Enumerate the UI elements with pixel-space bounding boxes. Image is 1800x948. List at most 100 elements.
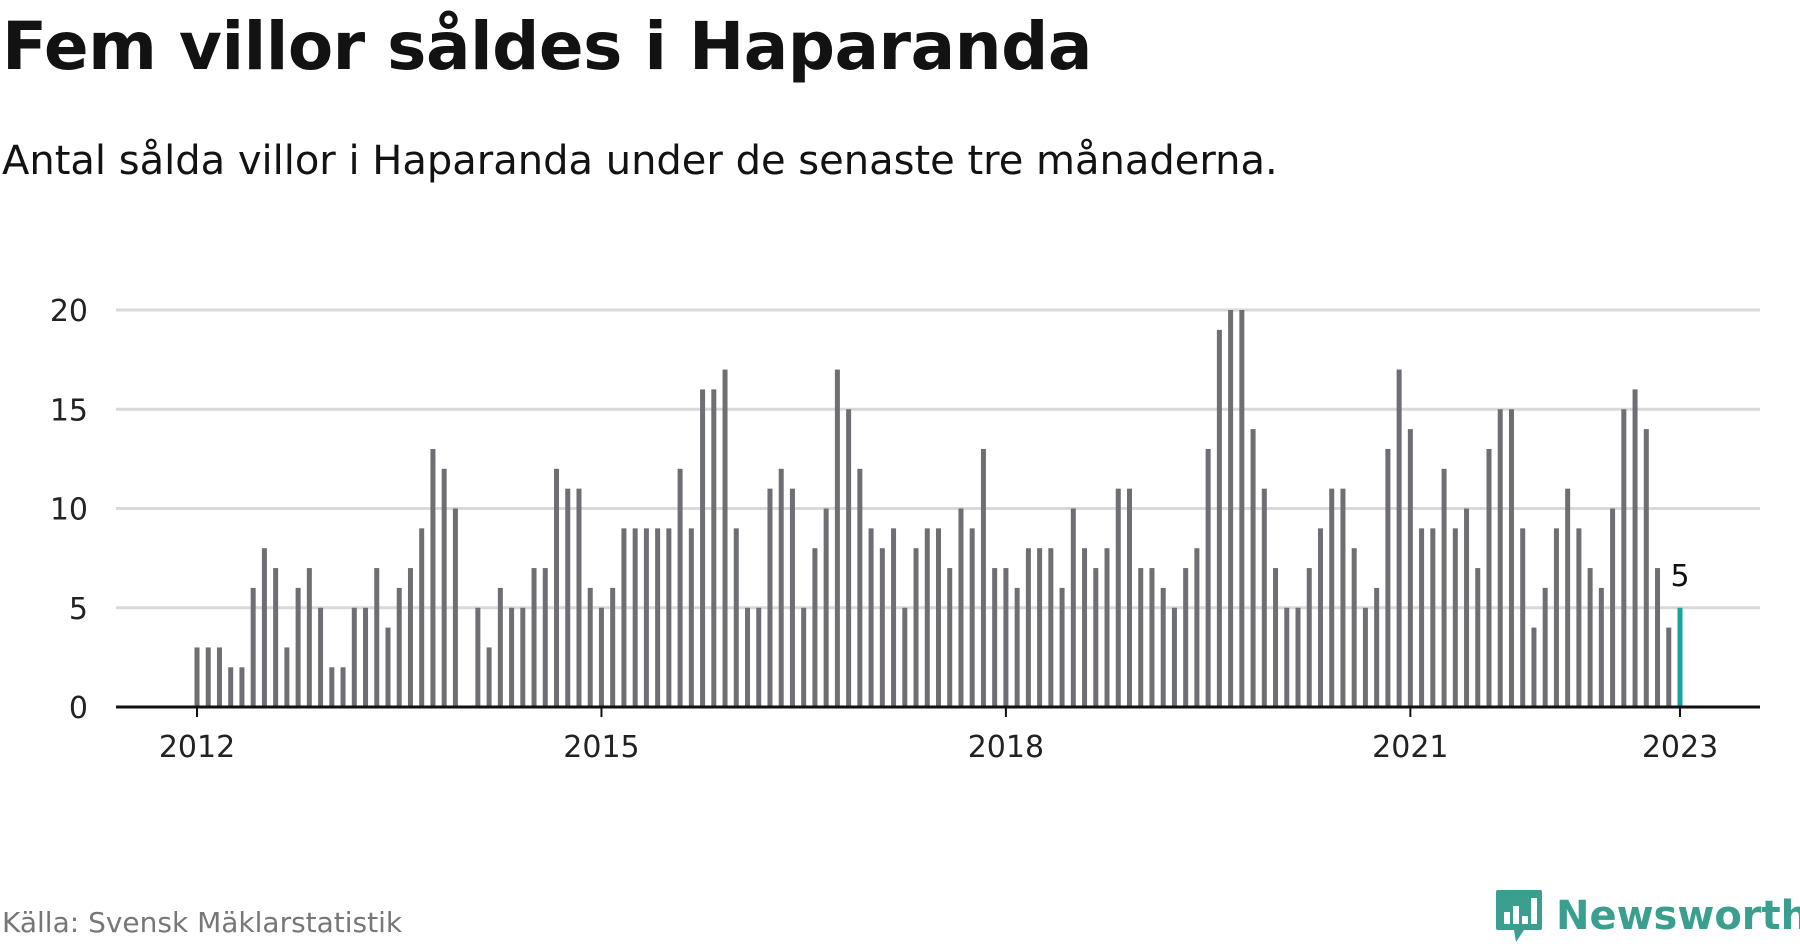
bar <box>1025 548 1031 707</box>
bar <box>621 528 627 707</box>
brand-name: Newsworthy <box>1556 893 1800 939</box>
bar <box>857 468 863 707</box>
bar <box>1250 429 1256 707</box>
highlight-value-label: 5 <box>1670 559 1689 594</box>
bar <box>1261 488 1267 707</box>
bar <box>834 369 840 707</box>
bar <box>891 528 897 707</box>
bar <box>419 528 425 707</box>
y-tick-label: 5 <box>69 592 88 627</box>
bar <box>801 607 807 707</box>
bar <box>947 568 953 707</box>
bar <box>980 448 986 707</box>
chart-title: Fem villor såldes i Haparanda <box>2 8 1092 85</box>
bar <box>1194 548 1200 707</box>
bar <box>1306 568 1312 707</box>
bar <box>554 468 560 707</box>
bar <box>1149 568 1155 707</box>
bar <box>1126 488 1132 707</box>
x-tick-label: 2023 <box>1642 730 1718 765</box>
chart-subtitle: Antal sålda villor i Haparanda under de … <box>2 138 1278 184</box>
bar <box>1048 548 1054 707</box>
bar <box>722 369 728 707</box>
bar <box>284 647 290 707</box>
x-tick-label: 2021 <box>1372 730 1448 765</box>
bar <box>1362 607 1368 707</box>
bars <box>194 310 1683 707</box>
bar <box>1643 429 1649 707</box>
bar <box>329 667 335 707</box>
bar <box>1441 468 1447 707</box>
bar <box>1531 627 1537 707</box>
bar <box>273 568 279 707</box>
source-note: Källa: Svensk Mäklarstatistik <box>2 906 403 939</box>
bar <box>733 528 739 707</box>
bar <box>879 548 885 707</box>
bar <box>913 548 919 707</box>
bar <box>486 647 492 707</box>
bar <box>958 508 964 707</box>
bar <box>1093 568 1099 707</box>
bar <box>441 468 447 707</box>
x-tick-label: 2012 <box>159 730 235 765</box>
y-tick-label: 15 <box>50 393 88 428</box>
bar <box>1138 568 1144 707</box>
bar <box>1059 587 1065 707</box>
bar <box>250 587 256 707</box>
bar <box>823 508 829 707</box>
bar <box>711 389 717 707</box>
bar <box>1508 409 1514 707</box>
bar <box>902 607 908 707</box>
bar <box>497 587 503 707</box>
bar <box>632 528 638 707</box>
bar <box>1317 528 1323 707</box>
bar <box>655 528 661 707</box>
bar <box>1621 409 1627 707</box>
bar <box>1565 488 1571 707</box>
bar <box>643 528 649 707</box>
bar <box>385 627 391 707</box>
bar <box>452 508 458 707</box>
bar <box>1385 448 1391 707</box>
bar <box>1497 409 1503 707</box>
bar <box>475 607 481 707</box>
bar <box>430 448 436 707</box>
bar <box>1082 548 1088 707</box>
bar <box>812 548 818 707</box>
bar <box>598 607 604 707</box>
bar <box>228 667 234 707</box>
bar <box>745 607 751 707</box>
bar <box>318 607 324 707</box>
bar <box>868 528 874 707</box>
brand-logo[interactable]: Newsworthy <box>1494 888 1800 944</box>
bar <box>1430 528 1436 707</box>
bar <box>306 568 312 707</box>
bar <box>1542 587 1548 707</box>
x-tick-label: 2015 <box>563 730 639 765</box>
bar <box>1396 369 1402 707</box>
bar <box>239 667 245 707</box>
bar <box>1553 528 1559 707</box>
axes <box>116 705 1760 717</box>
bar <box>700 389 706 707</box>
bar <box>1295 607 1301 707</box>
bar <box>1228 310 1234 707</box>
bar <box>1205 448 1211 707</box>
bar <box>936 528 941 707</box>
bar <box>1216 329 1222 707</box>
bar <box>1014 587 1020 707</box>
bar <box>1576 528 1582 707</box>
bar <box>1452 528 1458 707</box>
bar <box>1239 310 1245 707</box>
bar <box>1632 389 1638 707</box>
bar <box>520 607 526 707</box>
bar <box>1464 508 1470 707</box>
y-tick-label: 20 <box>50 294 88 329</box>
bar <box>1351 548 1357 707</box>
bar <box>261 548 267 707</box>
bar <box>509 607 515 707</box>
bar <box>1666 627 1672 707</box>
bar <box>1587 568 1593 707</box>
bar <box>374 568 380 707</box>
bar <box>363 607 369 707</box>
